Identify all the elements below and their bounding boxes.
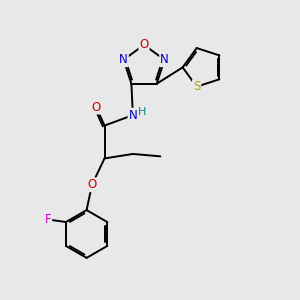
Text: N: N [119, 53, 128, 66]
Text: N: N [128, 109, 137, 122]
Text: S: S [193, 80, 200, 93]
Text: O: O [87, 178, 97, 191]
Text: F: F [45, 213, 51, 226]
Text: O: O [140, 38, 149, 51]
Text: N: N [160, 53, 169, 66]
Text: H: H [138, 107, 147, 117]
Text: O: O [92, 100, 101, 114]
